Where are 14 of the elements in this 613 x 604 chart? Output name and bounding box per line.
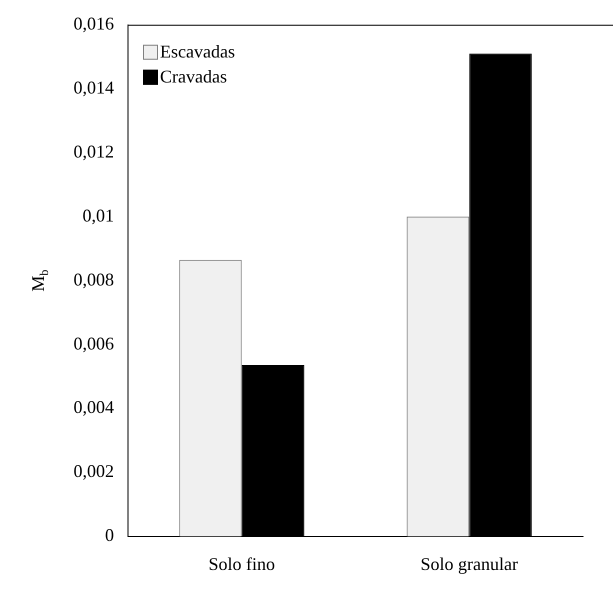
y-tick-label: 0,01	[82, 205, 114, 226]
legend-label: Cravadas	[160, 66, 227, 87]
y-tick-label: 0,014	[74, 77, 114, 98]
y-tick-label: 0	[105, 525, 114, 546]
x-tick-label: Solo fino	[208, 554, 276, 574]
y-tick-label: 0,006	[74, 333, 114, 354]
y-axis-title: Mb	[28, 270, 51, 292]
y-tick-label: 0,002	[74, 461, 114, 482]
y-tick-label: 0,004	[74, 397, 114, 418]
legend-label: Escavadas	[160, 42, 235, 62]
y-tick-label: 0,016	[74, 14, 114, 34]
x-tick-label: Solo granular	[420, 554, 518, 574]
y-tick-label: 0,012	[74, 141, 114, 162]
y-tick-label: 0,008	[74, 269, 114, 290]
